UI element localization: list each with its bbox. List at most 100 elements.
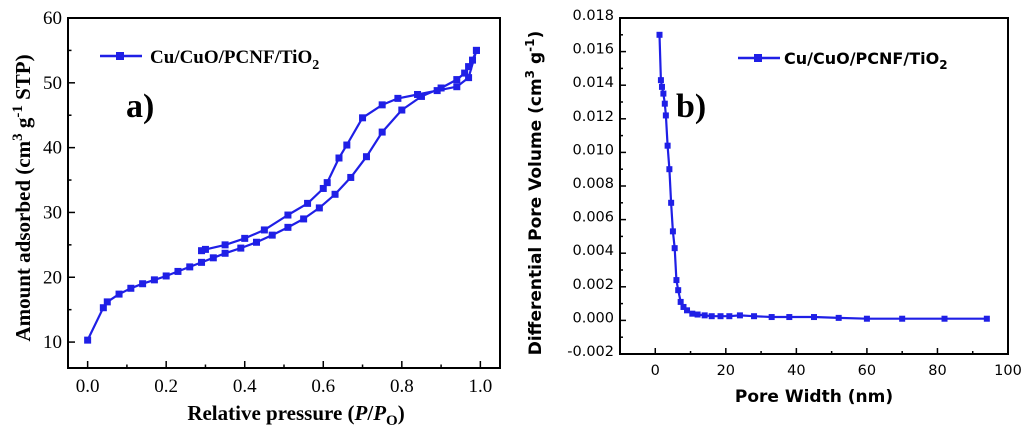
- chart-a-data-point: [150, 276, 158, 284]
- chart-a-y-tick-label: 40: [43, 138, 62, 159]
- chart-b-data-point: [694, 311, 701, 318]
- chart-b-series-line: [658, 34, 987, 320]
- chart-a-data-point: [127, 284, 135, 292]
- chart-b-data-point: [899, 315, 906, 322]
- chart-a-data-point: [461, 69, 469, 77]
- chart-a-x-tick-label: 0.2: [154, 376, 178, 397]
- chart-a-x-axis-label: Relative pressure (P/PO): [187, 401, 404, 429]
- chart-b-data-point: [726, 313, 733, 320]
- chart-a-data-point: [186, 263, 194, 271]
- chart-b-y-tick-label: -0.002: [567, 344, 614, 360]
- chart-b-y-tick-label: 0.016: [572, 42, 614, 58]
- chart-a-data-point: [174, 267, 182, 275]
- chart-a-legend: Cu/CuO/PCNF/TiO2: [100, 47, 319, 73]
- chart-a-data-point: [198, 247, 206, 255]
- chart-a-data-point: [437, 84, 445, 92]
- chart-a-legend-marker: [116, 52, 124, 60]
- chart-a-data-point: [394, 94, 402, 102]
- chart-b-data-point: [661, 100, 668, 107]
- chart-a-data-point: [221, 249, 229, 257]
- chart-b-series: [656, 31, 990, 322]
- chart-a-data-point: [331, 190, 339, 198]
- chart-b: 0 20 40 60 80 100 -0.002 0.000 0.002 0.004 0.006 0…: [523, 8, 1021, 407]
- chart-a-data-point: [319, 184, 327, 192]
- chart-a-panel-label: a): [126, 88, 154, 125]
- chart-a-data-point: [315, 204, 323, 212]
- chart-a-data-point: [335, 154, 343, 162]
- chart-a-data-point: [378, 128, 386, 136]
- chart-b-y-tick-label: 0.000: [572, 310, 614, 326]
- chart-b-data-point: [701, 312, 708, 319]
- chart-a-data-point: [304, 199, 312, 207]
- chart-a-data-point: [453, 76, 461, 84]
- chart-b-data-point: [768, 314, 775, 321]
- chart-a-data-point: [414, 90, 422, 98]
- chart-a-data-point: [139, 280, 147, 288]
- chart-a-x-tick-label: 0.0: [76, 376, 100, 397]
- chart-b-data-point: [680, 303, 687, 310]
- chart-a-data-point: [103, 298, 111, 306]
- chart-b-data-point: [736, 312, 743, 319]
- chart-b-legend-marker: [754, 54, 762, 62]
- chart-a-data-point: [347, 173, 355, 181]
- chart-a-y-tick-labels: 10 20 30 40 50 60: [43, 8, 62, 353]
- chart-b-data-point: [656, 31, 663, 38]
- chart-b-data-point: [717, 313, 724, 320]
- chart-b-x-tick-label: 100: [994, 363, 1021, 379]
- chart-a-data-point: [362, 153, 370, 161]
- chart-a-x-tick-label: 1.0: [468, 376, 492, 397]
- chart-b-y-tick-label: 0.008: [572, 176, 614, 192]
- chart-b-data-point: [863, 315, 870, 322]
- chart-b-x-tick-label: 0: [651, 363, 660, 379]
- chart-b-data-point: [673, 277, 680, 284]
- chart-a-data-point: [453, 83, 461, 91]
- chart-a-data-point: [209, 254, 217, 262]
- chart-b-data-point: [677, 298, 684, 305]
- chart-a-data-point: [433, 87, 441, 95]
- chart-a-y-tick-label: 20: [43, 267, 62, 288]
- chart-b-data-point: [658, 83, 665, 90]
- chart-a-data-point: [241, 234, 249, 242]
- chart-b-data-point: [657, 77, 664, 84]
- chart-b-data-point: [675, 287, 682, 294]
- chart-a-data-point: [221, 241, 229, 249]
- chart-a-data-point: [284, 211, 292, 219]
- chart-a-series: [84, 46, 480, 344]
- chart-b-ticks: [620, 17, 1009, 355]
- chart-a-data-point: [84, 336, 92, 344]
- chart-b-y-tick-label: 0.014: [572, 75, 614, 91]
- chart-a-data-point: [465, 74, 473, 82]
- chart-a-data-point: [472, 46, 480, 54]
- chart-a-y-tick-label: 30: [43, 202, 62, 223]
- chart-a-data-point: [162, 272, 170, 280]
- chart-a-x-tick-label: 0.4: [233, 376, 257, 397]
- chart-a-frame: [67, 17, 501, 369]
- chart-a: 0.0 0.2 0.4 0.6 0.8 1.0 10 20 30 40 50 60 a) Cu/Cu…: [10, 8, 501, 429]
- chart-a-x-tick-label: 0.6: [311, 376, 335, 397]
- chart-a-data-point: [237, 244, 245, 252]
- chart-a-data-point: [201, 245, 209, 253]
- chart-a-data-point: [465, 63, 473, 71]
- chart-b-x-tick-label: 40: [787, 363, 805, 379]
- chart-b-data-point: [835, 314, 842, 321]
- chart-b-data-point: [666, 166, 673, 173]
- chart-a-data-point: [398, 106, 406, 114]
- chart-b-data-point: [684, 307, 691, 314]
- chart-a-data-point: [417, 92, 425, 100]
- chart-b-data-point: [664, 142, 671, 149]
- chart-b-y-tick-label: 0.018: [572, 8, 614, 24]
- chart-a-y-tick-label: 10: [43, 332, 62, 353]
- chart-a-y-tick-label: 60: [43, 8, 62, 29]
- chart-a-x-tick-label: 0.8: [390, 376, 414, 397]
- chart-b-y-tick-labels: -0.002 0.000 0.002 0.004 0.006 0.008 0.010 0.01…: [567, 8, 614, 360]
- chart-a-data-point: [359, 114, 367, 122]
- chart-a-x-tick-labels: 0.0 0.2 0.4 0.6 0.8 1.0: [76, 376, 492, 397]
- chart-a-data-point: [300, 215, 308, 223]
- chart-b-x-axis-label: Pore Width (nm): [735, 387, 893, 407]
- chart-b-x-tick-label: 20: [717, 363, 735, 379]
- chart-b-data-point: [786, 314, 793, 321]
- chart-b-x-tick-labels: 0 20 40 60 80 100: [651, 363, 1021, 379]
- chart-a-data-point: [268, 231, 276, 239]
- chart-b-data-point: [941, 315, 948, 322]
